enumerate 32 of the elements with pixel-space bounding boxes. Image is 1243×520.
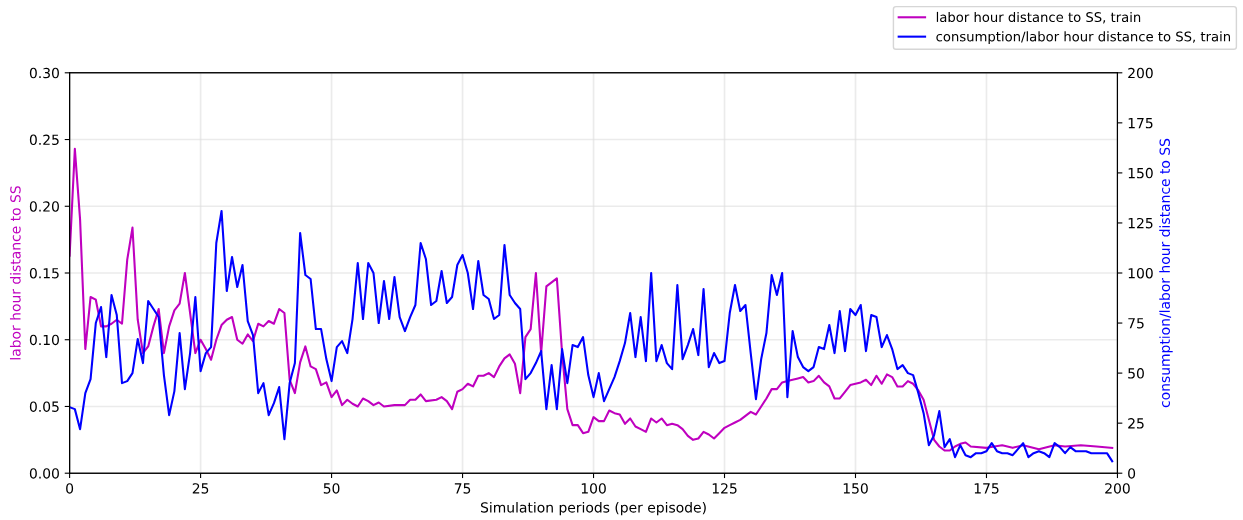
x-axis-title: Simulation periods (per episode) [480,501,706,516]
y-tick-label: 0.20 [29,201,59,212]
y-tick-label: 0.25 [29,134,59,146]
y2-tick-label: 100 [1128,267,1153,279]
y2-tick-label: 175 [1128,118,1153,129]
y2-tick-label: 75 [1128,318,1144,329]
line-series [69,147,1114,452]
y-tick-label: 0.00 [29,468,59,479]
x-tick-label: 150 [843,483,868,494]
x-tick-label: 0 [66,483,74,494]
y-tick-label: 0.10 [29,334,59,346]
y2-axis-title: consumption/labor hour distance to SS [1159,138,1173,408]
y-axis-title: labor hour distance to SS [9,186,21,360]
y-tick-label: 0.05 [29,401,59,412]
x-tick-label: 175 [974,483,999,494]
y2-tick-label: 200 [1128,67,1153,79]
legend-label: consumption/labor hour distance to SS, train [936,31,1231,45]
x-tick-label: 125 [712,483,737,494]
x-tick-label: 100 [581,483,606,494]
y2-tick-label: 125 [1128,217,1153,229]
y-tick-label: 0.30 [29,67,59,79]
x-tick-label: 200 [1105,483,1130,494]
y2-tick-label: 150 [1128,167,1153,179]
x-tick-label: 50 [323,483,340,494]
line-series [69,209,1114,463]
y-tick-label: 0.15 [29,267,59,279]
y2-tick-label: 50 [1128,368,1144,379]
legend-label: labor hour distance to SS, train [936,11,1141,24]
x-tick-label: 25 [192,483,209,494]
y2-tick-label: 0 [1128,468,1136,479]
y2-tick-label: 25 [1128,418,1144,429]
x-tick-label: 75 [454,483,471,494]
